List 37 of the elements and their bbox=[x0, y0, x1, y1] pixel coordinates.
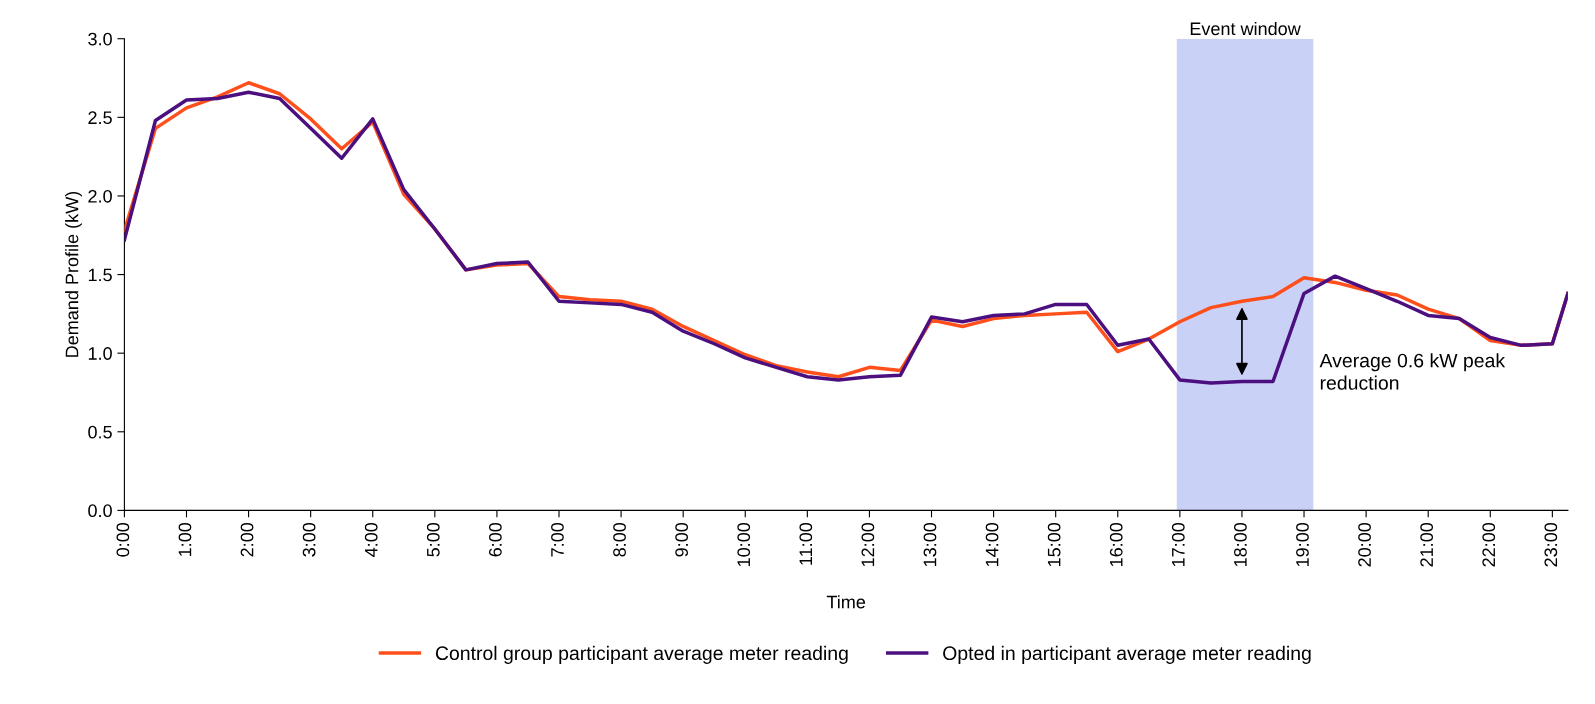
x-tick-label: 10:00 bbox=[737, 522, 751, 567]
y-axis-title: Demand Profile (kW) bbox=[65, 191, 82, 357]
x-tick-label: 4:00 bbox=[364, 522, 378, 557]
y-tick-label: 3.0 bbox=[88, 32, 112, 46]
x-tick-label: 21:00 bbox=[1420, 522, 1434, 567]
x-tick-label: 14:00 bbox=[985, 522, 999, 567]
band-label: Event window bbox=[1190, 21, 1301, 36]
x-tick-label: 6:00 bbox=[488, 522, 502, 557]
y-tick-label: 2.0 bbox=[88, 189, 112, 203]
y-tick-label: 0.5 bbox=[88, 425, 112, 439]
x-tick-label: 0:00 bbox=[116, 522, 130, 557]
y-tick-label: 2.5 bbox=[88, 111, 112, 125]
x-tick-label: 9:00 bbox=[675, 522, 689, 557]
x-tick-label: 12:00 bbox=[861, 522, 875, 567]
x-tick-label: 18:00 bbox=[1234, 522, 1247, 567]
x-tick-label: 3:00 bbox=[302, 522, 316, 557]
x-tick-label: 13:00 bbox=[923, 522, 937, 567]
legend-label: Control group participant average meter reading bbox=[435, 645, 848, 664]
x-axis-title: Time bbox=[826, 595, 866, 609]
x-tick-label: 17:00 bbox=[1171, 522, 1185, 567]
x-tick-label: 8:00 bbox=[613, 522, 626, 557]
annotation: Average 0.6 kW peak reduction bbox=[1319, 353, 1506, 390]
x-tick-label: 7:00 bbox=[551, 522, 564, 557]
x-tick-label: 2:00 bbox=[240, 522, 254, 557]
x-tick-label: 23:00 bbox=[1544, 522, 1558, 567]
x-tick-label: 16:00 bbox=[1109, 522, 1123, 567]
x-tick-label: 1:00 bbox=[178, 522, 192, 556]
y-tick-label: 0.0 bbox=[88, 504, 112, 518]
y-tick-label: 1.5 bbox=[88, 268, 112, 282]
x-tick-label: 15:00 bbox=[1047, 522, 1061, 567]
x-tick-label: 19:00 bbox=[1296, 522, 1309, 567]
x-tick-label: 5:00 bbox=[426, 522, 440, 557]
x-tick-label: 22:00 bbox=[1482, 522, 1496, 567]
legend-label: Opted in participant average meter reading bbox=[943, 645, 1311, 664]
x-tick-label: 20:00 bbox=[1358, 522, 1371, 567]
x-tick-label: 11:00 bbox=[799, 522, 813, 565]
y-tick-label: 1.0 bbox=[88, 347, 112, 360]
